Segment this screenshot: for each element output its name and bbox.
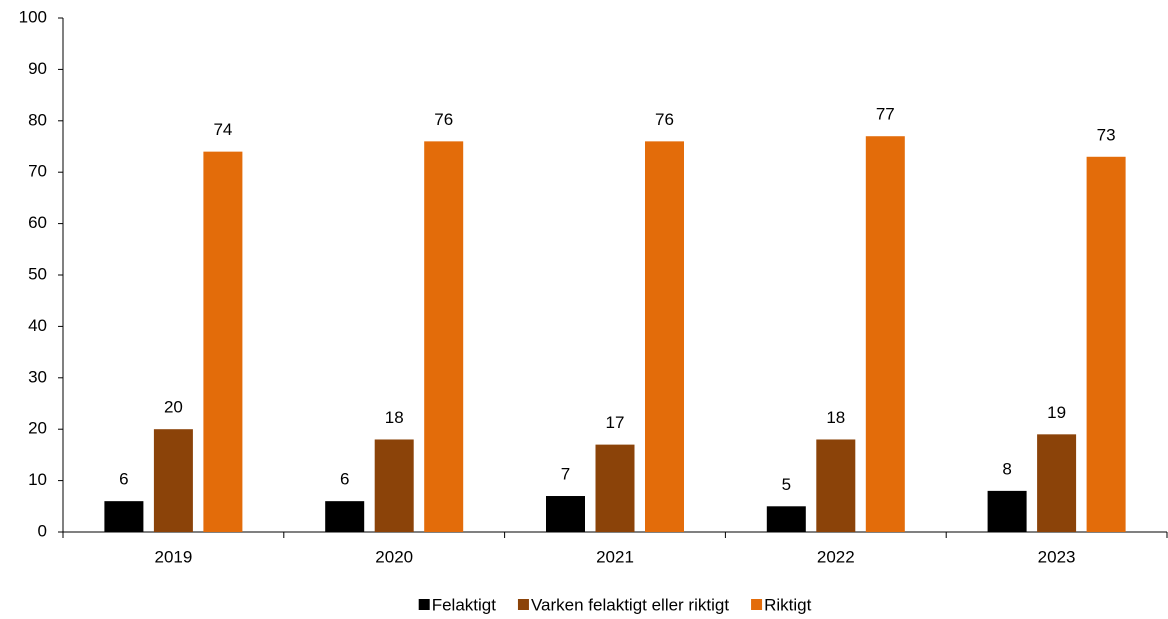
bar <box>766 506 806 532</box>
y-tick-label: 0 <box>38 521 47 540</box>
data-label: 18 <box>385 408 404 427</box>
bar <box>374 439 414 532</box>
data-label: 5 <box>782 475 791 494</box>
data-label: 18 <box>826 408 845 427</box>
data-label: 19 <box>1047 403 1066 422</box>
y-tick-label: 80 <box>28 110 47 129</box>
bar <box>987 490 1027 532</box>
y-tick-label: 40 <box>28 316 47 335</box>
bar <box>645 141 684 533</box>
legend-swatch <box>751 599 763 610</box>
x-tick-label: 2020 <box>375 547 413 566</box>
bar <box>203 151 243 532</box>
bar <box>816 439 856 532</box>
data-label: 6 <box>340 470 349 489</box>
x-tick-label: 2023 <box>1038 547 1076 566</box>
x-tick-label: 2022 <box>817 547 855 566</box>
data-label: 76 <box>434 110 453 129</box>
data-label: 73 <box>1097 125 1116 144</box>
y-tick-label: 30 <box>28 367 47 386</box>
legend-label: Riktigt <box>764 595 812 614</box>
y-tick-label: 60 <box>28 213 47 232</box>
y-tick-label: 100 <box>19 7 47 26</box>
bar <box>546 496 585 532</box>
data-label: 17 <box>606 413 625 432</box>
y-tick-label: 50 <box>28 264 47 283</box>
data-label: 76 <box>655 110 674 129</box>
legend-swatch <box>418 599 430 610</box>
x-tick-label: 2019 <box>154 547 192 566</box>
bar <box>595 444 635 532</box>
x-tick-label: 2021 <box>596 547 634 566</box>
bar <box>1037 434 1077 532</box>
data-label: 7 <box>561 465 570 484</box>
data-label: 6 <box>119 470 128 489</box>
legend-swatch <box>517 599 529 610</box>
legend-label: Felaktigt <box>432 595 497 614</box>
y-tick-label: 20 <box>28 419 47 438</box>
legend-label: Varken felaktigt eller riktigt <box>531 595 729 614</box>
data-label: 74 <box>213 120 232 139</box>
bar <box>153 429 193 532</box>
bar <box>1086 156 1126 532</box>
bar <box>865 136 905 532</box>
bar <box>104 501 144 532</box>
bar <box>325 501 365 532</box>
y-tick-label: 10 <box>28 470 47 489</box>
y-tick-label: 90 <box>28 59 47 78</box>
data-label: 20 <box>164 398 183 417</box>
data-label: 77 <box>876 105 895 124</box>
data-label: 8 <box>1002 459 1011 478</box>
y-tick-label: 70 <box>28 162 47 181</box>
bar <box>424 141 464 533</box>
